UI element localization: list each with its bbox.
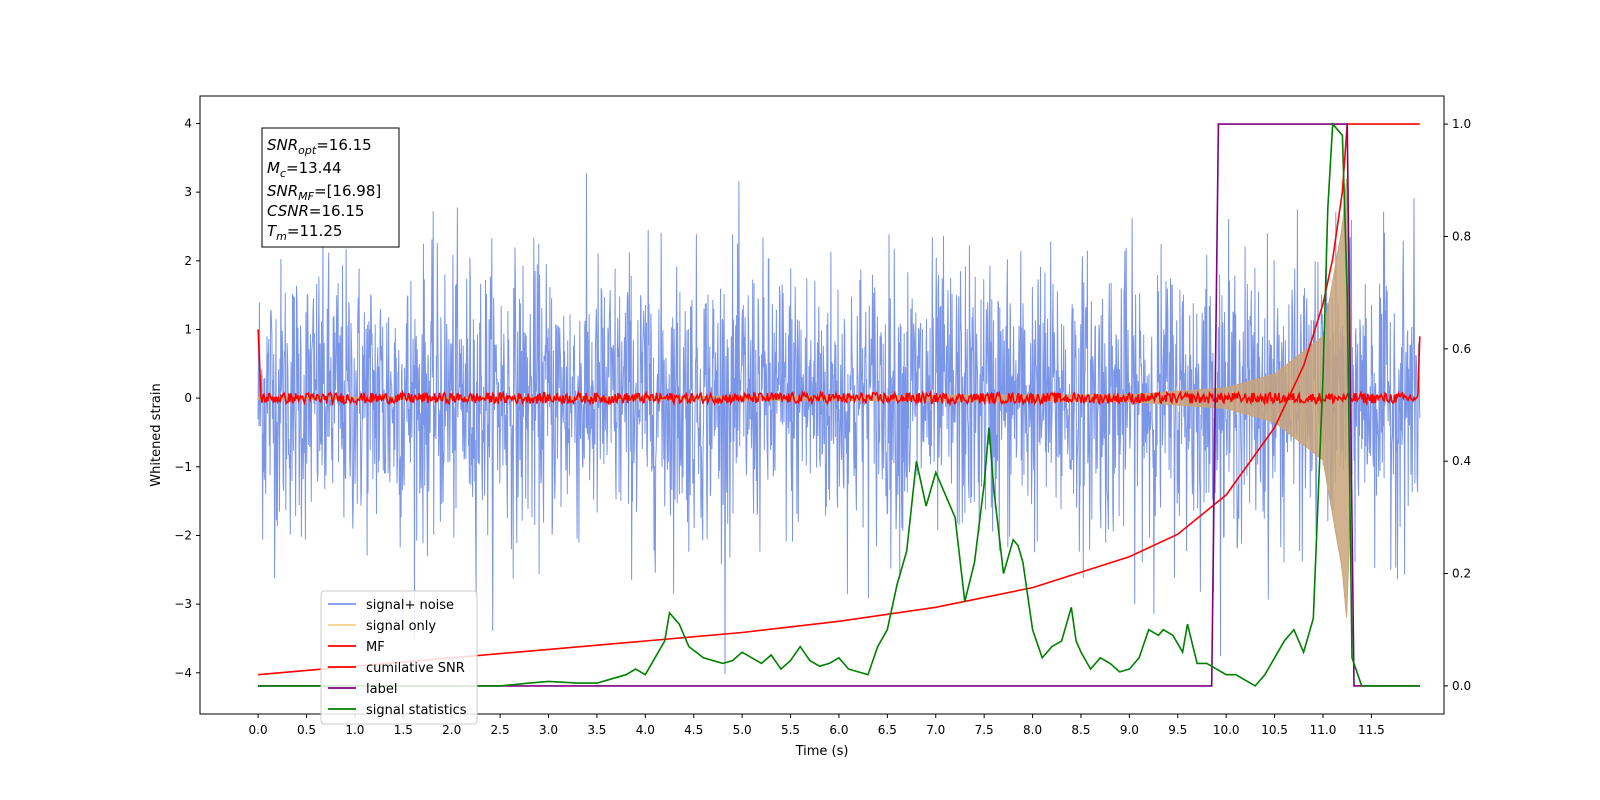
x-tick-label: 10.5 [1261,723,1288,737]
x-tick-label: 3.0 [539,723,558,737]
x-tick-label: 2.5 [491,723,510,737]
y-tick-label: 4 [184,116,192,130]
y2-tick-label: 0.0 [1452,679,1471,693]
x-tick-label: 0.0 [249,723,268,737]
x-tick-label: 4.5 [684,723,703,737]
series-signal-statistics-line [258,122,1420,687]
legend-label: cumilative SNR [366,661,465,676]
annotation-line-snr-mf: SNRMF=[16.98] [267,182,381,203]
annotation-box: SNRopt=16.15 Mc=13.44 SNRMF=[16.98] CSNR… [261,127,400,248]
y-tick-label: 2 [184,254,192,268]
y2-tick-label: 0.6 [1452,342,1471,356]
x-tick-label: 4.0 [636,723,655,737]
legend: signal+ noise signal only MF cumilative SNR… [320,590,478,725]
x-tick-label: 2.0 [442,723,461,737]
x-tick-label: 6.5 [878,723,897,737]
legend-frame [320,590,478,725]
y2-tick-label: 0.4 [1452,454,1471,468]
y-tick-label: −2 [174,528,192,542]
x-tick-label: 3.5 [587,723,606,737]
y-tick-label: 1 [184,322,192,336]
y-tick-label: 3 [184,185,192,199]
annotation-frame [261,127,400,248]
y-tick-label: −4 [174,666,192,680]
x-tick-label: 5.5 [781,723,800,737]
x-tick-label: 0.5 [297,723,316,737]
y2-tick-label: 0.8 [1452,229,1471,243]
x-tick-label: 7.5 [975,723,994,737]
series-signal-noise-line [257,173,1421,675]
legend-label: signal+ noise [366,598,454,613]
annotation-line-mc: Mc=13.44 [267,159,342,180]
x-tick-label: 9.0 [1120,723,1139,737]
x-tick-label: 1.0 [345,723,364,737]
x-tick-label: 11.5 [1358,723,1385,737]
y-tick-label: −1 [174,460,192,474]
series-cumulative-snr-line [258,123,1420,676]
x-axis-label: Time (s) [795,744,849,759]
legend-label: signal statistics [366,703,467,718]
x-tick-label: 1.5 [394,723,413,737]
x-tick-label: 10.0 [1213,723,1240,737]
y-tick-label: 0 [184,391,192,405]
legend-label: MF [366,640,385,655]
x-tick-label: 6.0 [829,723,848,737]
y2-tick-label: 1.0 [1452,117,1471,131]
x-tick-label: 11.0 [1310,723,1337,737]
y2-tick-label: 0.2 [1452,567,1471,581]
series-mf-line [257,329,1421,407]
annotation-line-tm: Tm=11.25 [267,222,342,243]
x-tick-label: 7.0 [926,723,945,737]
x-tick-label: 8.0 [1023,723,1042,737]
annotation-line-snr-opt: SNRopt=16.15 [267,136,372,157]
x-tick-label: 9.5 [1168,723,1187,737]
plot-frame [199,95,1445,715]
y-axis-label: Whitened strain [149,383,164,486]
x-tick-label: 8.5 [1071,723,1090,737]
annotation-line-csnr: CSNR=16.15 [267,202,364,220]
legend-label: label [366,682,397,697]
x-tick-label: 5.0 [733,723,752,737]
y-tick-label: −3 [174,597,192,611]
legend-label: signal only [366,619,436,634]
